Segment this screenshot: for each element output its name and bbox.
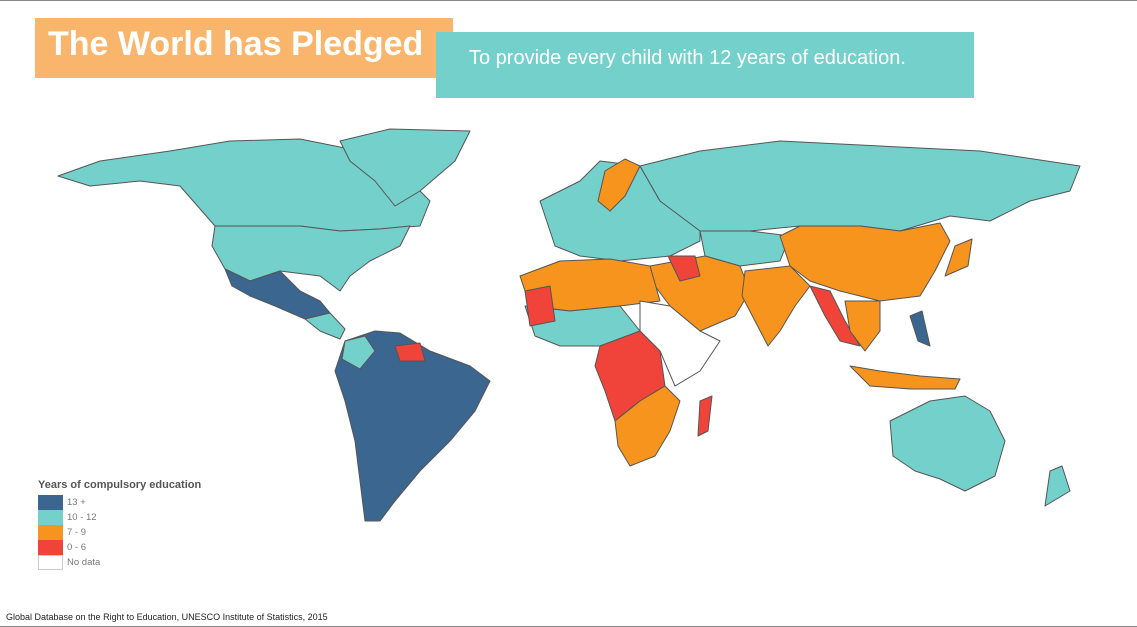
legend-swatch [38, 510, 63, 525]
region-se-asia [844, 300, 881, 352]
legend-item: 0 - 6 [38, 540, 201, 555]
region-japan [944, 238, 973, 277]
legend-label: 10 - 12 [67, 512, 97, 523]
legend-item: 10 - 12 [38, 510, 201, 525]
region-colombia [341, 335, 376, 370]
title-banner [35, 18, 453, 78]
region-central-america [304, 312, 346, 340]
page-title: The World has Pledged [48, 25, 424, 63]
source-note: Global Database on the Right to Educatio… [6, 612, 328, 622]
region-china [779, 222, 951, 302]
region-iraq [667, 255, 701, 282]
legend-title: Years of compulsory education [38, 479, 202, 491]
region-australia [889, 395, 1006, 492]
region-greenland [339, 128, 471, 207]
subtitle-banner [436, 32, 974, 98]
region-middle-east [649, 255, 751, 332]
legend-item: No data [38, 555, 201, 570]
legend-swatch [38, 555, 63, 570]
legend-label: 13 + [67, 497, 86, 508]
region-guianas [394, 342, 426, 362]
region-mexico [224, 268, 331, 320]
region-indonesia [849, 365, 961, 390]
map-legend: Years of compulsory education 13 + 10 - … [38, 479, 201, 570]
region-madagascar [697, 395, 713, 437]
legend-item: 7 - 9 [38, 525, 201, 540]
legend-swatch [38, 540, 63, 555]
region-southern-africa [614, 385, 681, 467]
region-mauritania [524, 285, 556, 327]
region-new-zealand [1044, 465, 1071, 507]
legend-item: 13 + [38, 495, 201, 510]
legend-label: 7 - 9 [67, 527, 87, 538]
legend-swatch [38, 495, 63, 510]
region-philippines [909, 310, 931, 347]
region-india [741, 265, 811, 347]
legend-label: No data [67, 557, 101, 568]
page-subtitle: To provide every child with 12 years of … [469, 47, 906, 69]
legend-label: 0 - 6 [67, 542, 87, 553]
region-myanmar [809, 285, 861, 347]
region-russia [639, 140, 1081, 232]
legend-swatch [38, 525, 63, 540]
